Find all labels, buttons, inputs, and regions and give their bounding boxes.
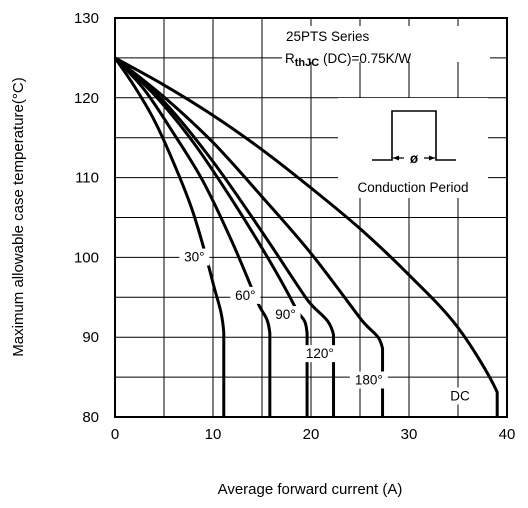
conduction-period-diagram: ø Conduction Period (338, 98, 488, 198)
x-tick-label: 10 (205, 426, 222, 443)
series-name-text: 25PTS Series (286, 29, 370, 44)
y-tick-label: 130 (74, 10, 99, 27)
x-axis-label: Average forward current (A) (218, 481, 403, 498)
conduction-angle-symbol: ø (410, 151, 419, 166)
curve-120-deg (113, 56, 336, 417)
annotation-box: 25PTS Series RthJC (DC)=0.75K/W (282, 26, 490, 69)
curve-dc (114, 56, 499, 417)
curve-label: 120° (306, 346, 334, 361)
rth-text: RthJC (DC)=0.75K/W (285, 51, 411, 69)
curve-label: 180° (355, 372, 383, 387)
y-tick-label: 90 (82, 329, 99, 346)
curve-label: 60° (235, 288, 255, 303)
curve-label: 90° (275, 307, 295, 322)
curve-30-deg (113, 57, 226, 417)
y-tick-label: 100 (74, 249, 99, 266)
conduction-period-label: Conduction Period (357, 180, 468, 195)
y-tick-label: 110 (75, 170, 99, 187)
plot-border (114, 17, 508, 418)
x-tick-label: 30 (401, 426, 418, 443)
y-axis-label: Maximum allowable case temperature(°C) (10, 77, 27, 356)
curve-180-deg (114, 56, 385, 417)
x-tick-label: 20 (303, 426, 320, 443)
tick-labels: 0 10 20 30 40 80 90 100 110 120 130 (74, 10, 515, 443)
curve-labels: 30° 60° 90° 120° 180° DC (179, 248, 471, 405)
x-tick-label: 0 (111, 426, 119, 443)
grid (115, 18, 507, 417)
curve-label: 30° (184, 250, 204, 265)
conduction-waveform (372, 110, 456, 161)
y-tick-label: 80 (82, 409, 99, 426)
curve-label: DC (450, 388, 470, 403)
y-tick-label: 120 (74, 90, 99, 107)
x-tick-label: 40 (499, 426, 516, 443)
plot-frame (114, 17, 508, 418)
